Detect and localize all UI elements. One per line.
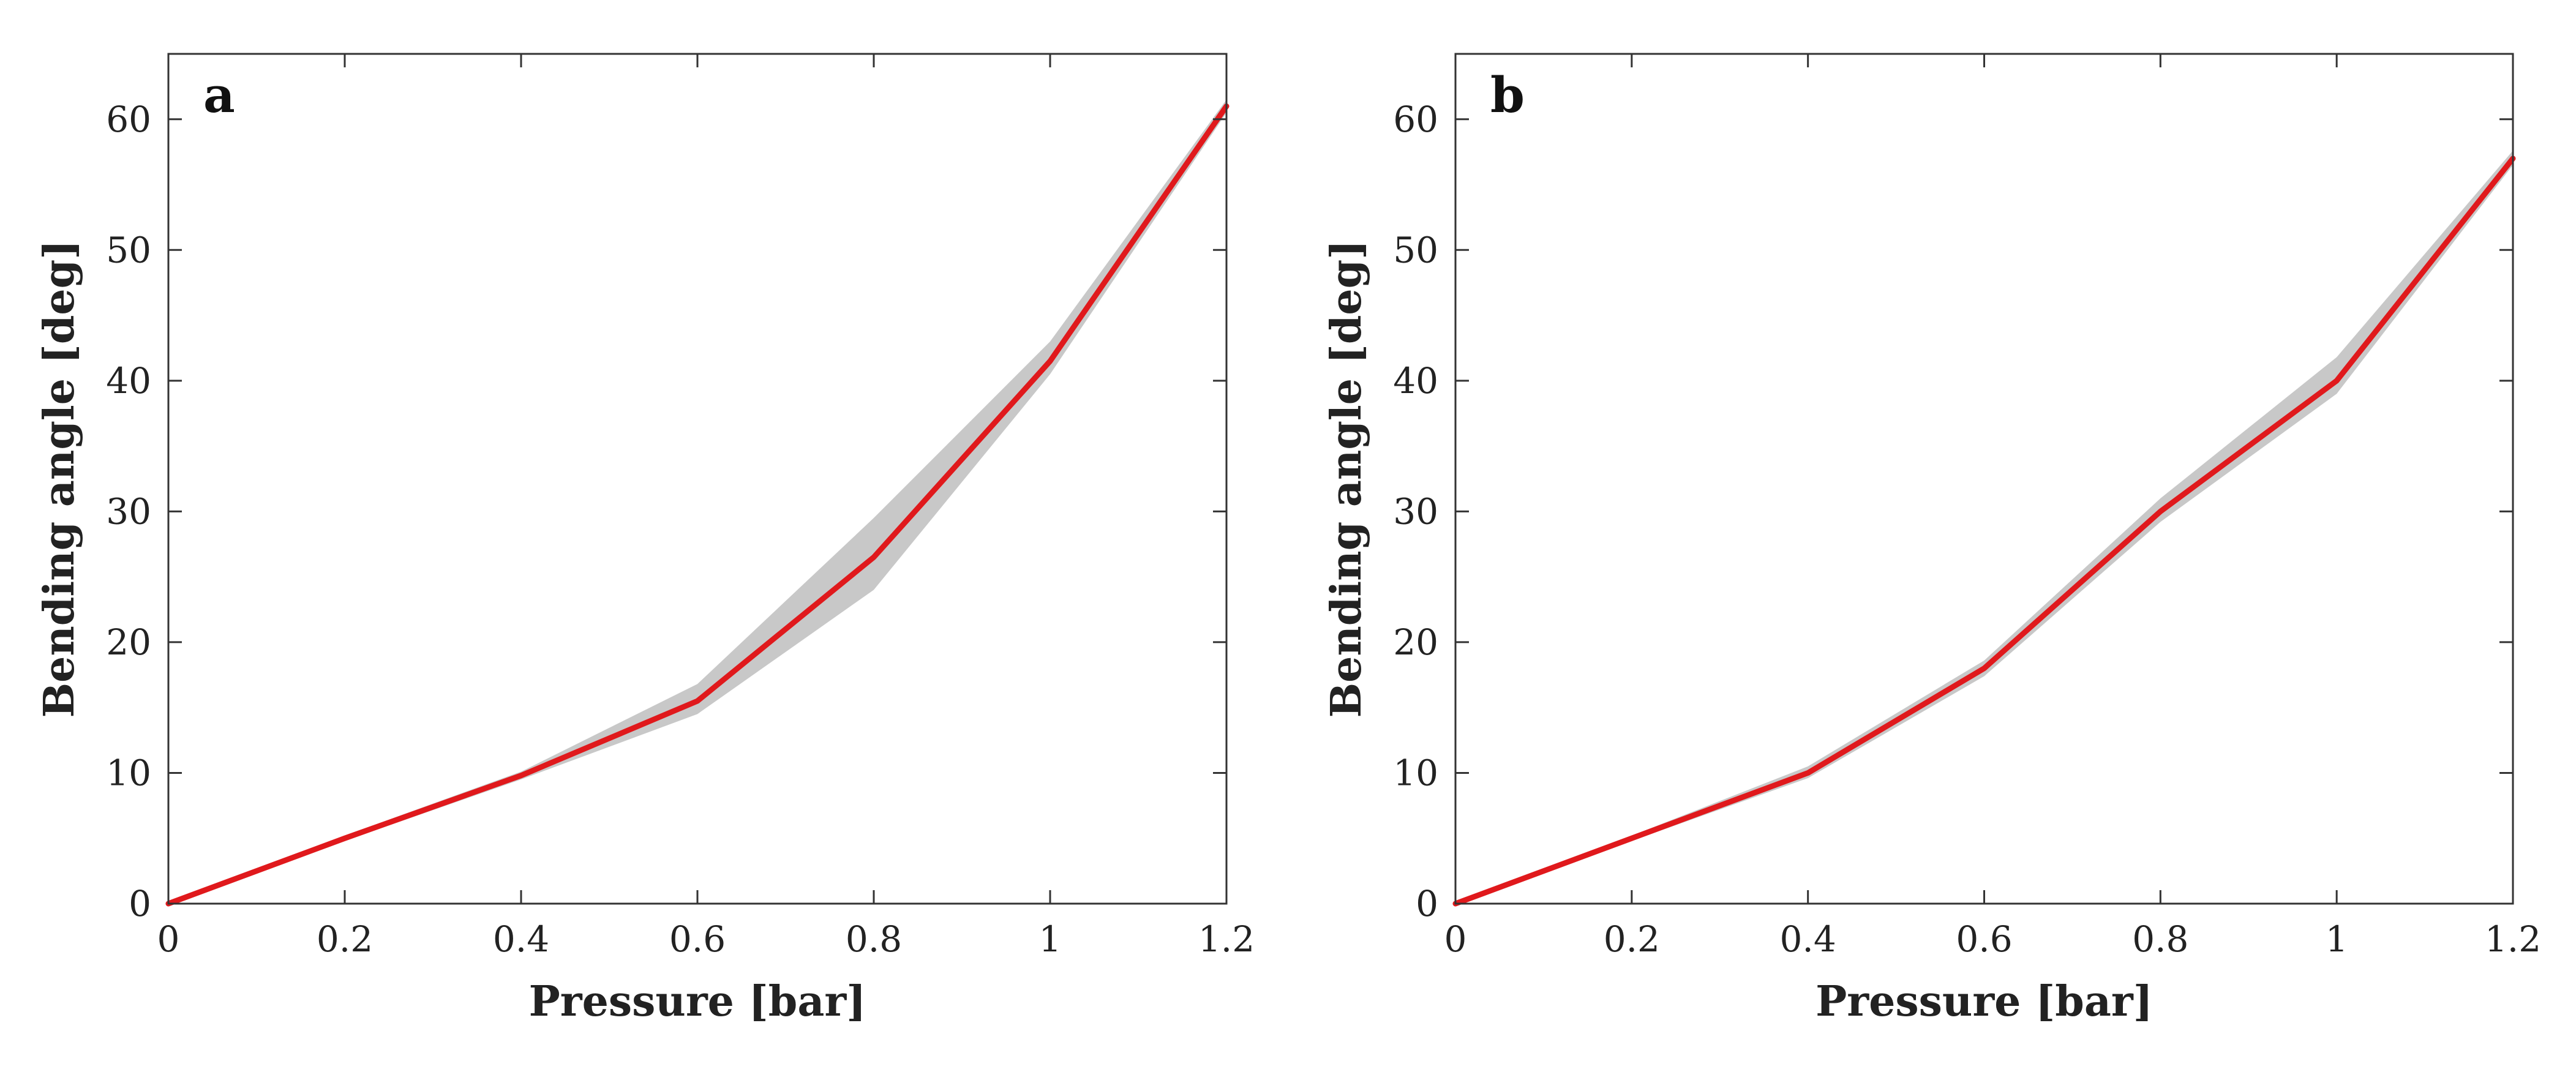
x-tick-label: 0.8	[846, 918, 902, 960]
panel-b: 0 0.2 0.4 0.6 0.8 1 1.2 0 10 20 30 40 50 60 Pressure […	[1322, 53, 2541, 1026]
y-axis-title: Bending angle [deg]	[1322, 240, 1371, 718]
x-axis-title: Pressure [bar]	[1816, 977, 2153, 1026]
panel-a: 0 0.2 0.4 0.6 0.8 1 1.2 0 10 20 30 40 50 60 Pressure […	[35, 53, 1255, 1026]
x-tick-label: 0.6	[1956, 918, 2012, 960]
x-tick-label: 1	[1039, 918, 1062, 960]
variance-band	[1455, 151, 2513, 904]
x-tick-label: 1.2	[1198, 918, 1255, 960]
panel-label: b	[1490, 66, 1525, 124]
x-tick-label: 1	[2326, 918, 2348, 960]
x-tick-label: 0.2	[1604, 918, 1660, 960]
data-point	[697, 700, 698, 702]
y-tick-label: 10	[1393, 752, 1438, 793]
x-axis-title: Pressure [bar]	[529, 977, 866, 1026]
y-tick-label: 50	[1393, 229, 1438, 271]
y-axis-title: Bending angle [deg]	[35, 240, 84, 718]
y-tick-label: 20	[1393, 621, 1438, 663]
x-tick-label: 0	[1444, 918, 1467, 960]
x-tick-label: 1.2	[2485, 918, 2541, 960]
series-line	[1452, 156, 2516, 907]
series-line	[165, 103, 1230, 907]
data-point	[1984, 668, 1985, 669]
y-tick-label: 10	[106, 752, 151, 793]
x-tick-label: 0.4	[493, 918, 549, 960]
x-tick-label: 0.8	[2132, 918, 2188, 960]
panel-label: a	[203, 66, 235, 124]
y-tick-label: 60	[106, 99, 151, 140]
y-tick-label: 60	[1393, 99, 1438, 140]
data-point	[2160, 511, 2161, 512]
y-tick-label: 40	[1393, 360, 1438, 402]
x-tick-label: 0	[157, 918, 180, 960]
y-tick-label: 30	[1393, 490, 1438, 532]
axes-frame	[167, 53, 1228, 905]
axes-frame	[1454, 53, 2514, 905]
y-tick-label: 0	[1416, 883, 1438, 924]
data-point	[1631, 838, 1632, 839]
y-tick-label: 40	[106, 360, 151, 402]
y-tick-label: 50	[106, 229, 151, 271]
x-tick-label: 0.6	[669, 918, 726, 960]
y-tick-label: 30	[106, 490, 151, 532]
y-tick-label: 20	[106, 621, 151, 663]
x-tick-label: 0.4	[1780, 918, 1836, 960]
y-tick-label: 0	[129, 883, 151, 924]
variance-band	[168, 99, 1226, 904]
data-point	[520, 775, 522, 776]
x-tick-label: 0.2	[317, 918, 373, 960]
